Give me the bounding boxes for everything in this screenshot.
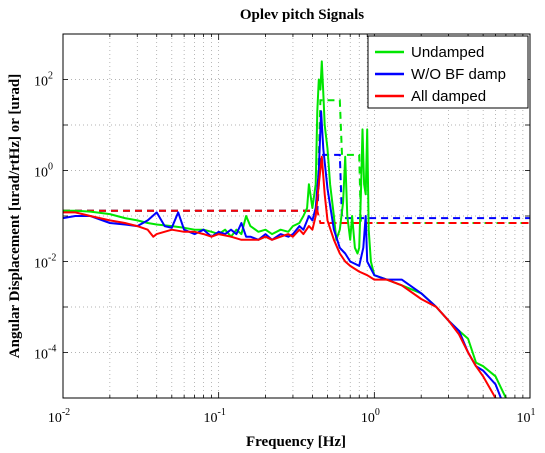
legend: Undamped W/O BF damp All damped (367, 35, 529, 109)
legend-label-all-damped: All damped (411, 88, 486, 105)
x-tick-exponent: 1 (531, 407, 536, 418)
x-tick-exponent: -2 (62, 407, 70, 418)
x-axis-label: Frequency [Hz] (246, 434, 346, 450)
legend-label-undamped: Undamped (411, 44, 484, 61)
y-axis-label: Angular Displacement [urad/rtHz] or [ura… (7, 74, 23, 358)
x-tick-exponent: 0 (375, 407, 380, 418)
y-tick-exponent: -2 (48, 253, 56, 264)
asd-line-all-damped (63, 155, 497, 398)
asd-line-undamped (63, 60, 507, 398)
asd-line-w-o-bf-damp (63, 110, 502, 398)
y-tick-exponent: 2 (48, 71, 53, 82)
legend-label-wo-bf-damp: W/O BF damp (411, 66, 506, 83)
asd-lines (63, 60, 507, 398)
axis-ticks (62, 33, 530, 399)
rms-lines (63, 99, 530, 224)
x-tick-exponent: -1 (217, 407, 225, 418)
rms-line-w-o-bf-damp (63, 153, 530, 220)
chart-title: Oplev pitch Signals (240, 7, 364, 23)
rms-line-undamped (63, 99, 530, 224)
y-tick-exponent: 0 (48, 162, 53, 173)
y-tick-exponent: -4 (48, 344, 56, 355)
